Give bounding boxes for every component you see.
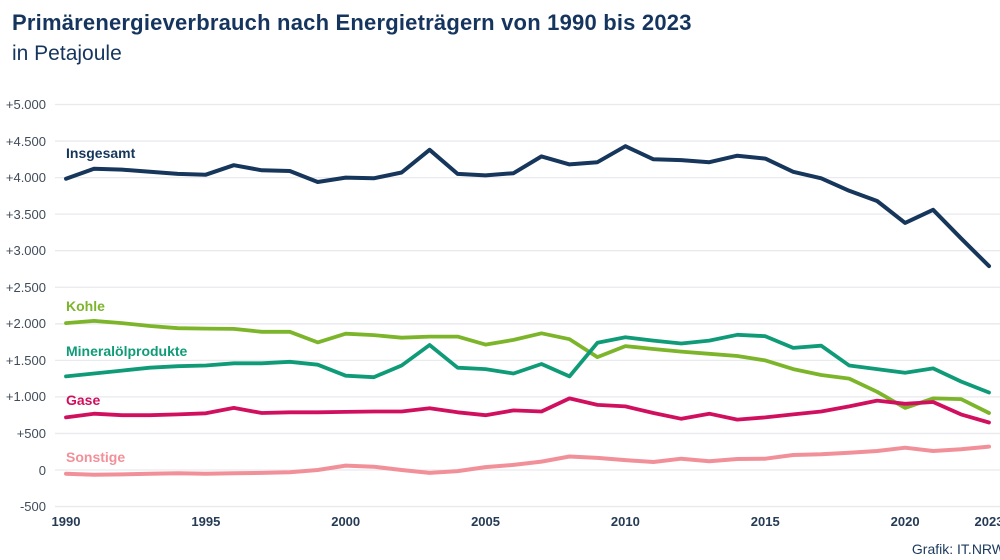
y-axis-label: +2.500 xyxy=(5,279,46,295)
series-line-mineralölprodukte xyxy=(64,332,991,395)
series-line-kohle xyxy=(64,318,991,415)
chart-title: Primärenergieverbrauch nach Energieträge… xyxy=(12,10,692,35)
chart-credit: Grafik: IT.NRW xyxy=(911,541,1000,557)
y-axis-label: 0 xyxy=(38,462,46,478)
y-axis-label: +5.000 xyxy=(5,97,46,112)
series-label-gase: Gase xyxy=(66,392,101,408)
y-axis-label: +500 xyxy=(16,425,46,441)
y-axis-label: +3.000 xyxy=(5,243,46,259)
series-line-insgesamt xyxy=(64,144,991,269)
series-label-mineraloelprodukte: Mineralölprodukte xyxy=(66,343,188,359)
series-line-sonstige xyxy=(64,444,991,477)
y-axis-label: +1.500 xyxy=(5,352,46,368)
x-axis-label: 2010 xyxy=(610,514,640,529)
x-axis-label: 2020 xyxy=(890,514,920,529)
series-label-sonstige: Sonstige xyxy=(66,449,126,465)
chart-subtitle: in Petajoule xyxy=(12,42,122,65)
y-axis-label: +4.500 xyxy=(5,133,46,149)
x-axis-label: 2015 xyxy=(750,514,780,529)
series-line-gase xyxy=(64,396,991,425)
y-axis-label: +3.500 xyxy=(5,206,46,222)
y-axis-label: -500 xyxy=(19,499,46,515)
x-axis-label: 2005 xyxy=(471,514,500,529)
x-axis-label: 2000 xyxy=(331,514,361,529)
x-axis-label: 1990 xyxy=(51,514,81,529)
x-axis-label: 1995 xyxy=(191,514,221,529)
series-label-insgesamt: Insgesamt xyxy=(66,145,136,161)
y-axis-label: +1.000 xyxy=(5,389,46,405)
y-axis-label: +4.000 xyxy=(5,170,46,186)
series-label-kohle: Kohle xyxy=(66,298,105,314)
y-axis-label: +2.000 xyxy=(5,316,46,332)
x-axis-label: 2023 xyxy=(974,514,1000,529)
